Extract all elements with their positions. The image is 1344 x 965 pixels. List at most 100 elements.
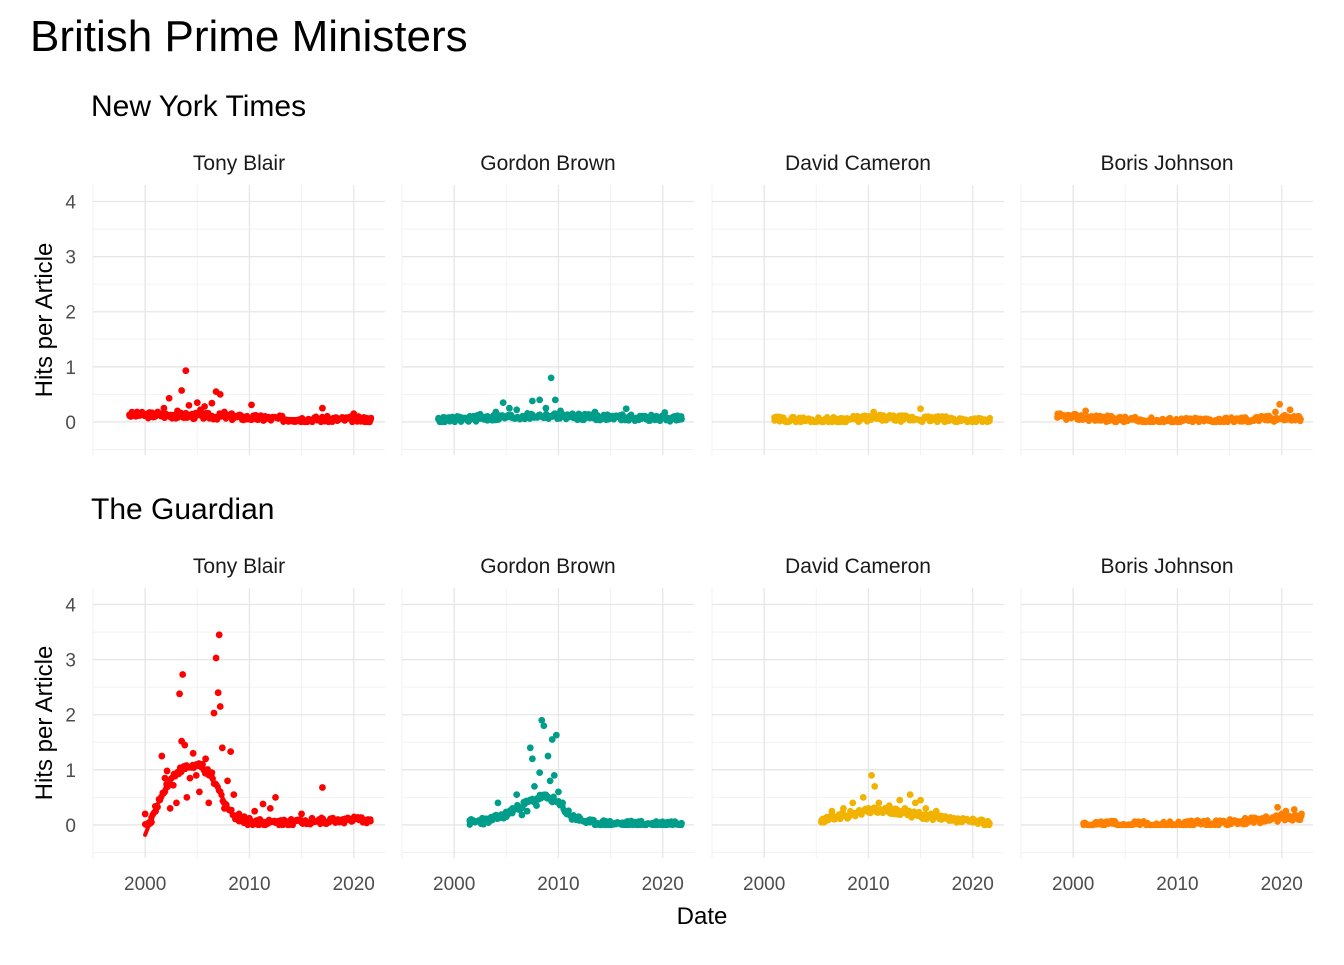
row-title: The Guardian xyxy=(91,493,274,526)
chart-title: British Prime Ministers xyxy=(30,12,468,61)
facet-panel: Boris Johnson 2000 2010 2020 xyxy=(1020,555,1313,895)
data-point xyxy=(214,689,222,697)
data-point xyxy=(230,791,238,799)
facet-panel: Tony Blair 0 1 2 3 4 xyxy=(65,152,385,455)
data-point xyxy=(183,793,191,801)
data-point xyxy=(195,788,203,796)
facet-label: Boris Johnson xyxy=(1100,152,1233,175)
data-point xyxy=(248,401,255,409)
y-tick-label: 4 xyxy=(65,596,76,617)
data-point xyxy=(259,800,267,808)
data-point xyxy=(161,774,169,782)
data-point xyxy=(158,752,166,760)
data-point xyxy=(221,408,228,416)
data-point xyxy=(476,410,484,418)
data-point xyxy=(875,799,883,807)
data-point xyxy=(216,703,224,710)
data-point xyxy=(870,408,878,416)
data-point xyxy=(547,374,555,382)
data-point xyxy=(182,367,190,375)
data-point xyxy=(163,767,171,775)
data-point xyxy=(492,408,500,416)
y-tick-label: 2 xyxy=(65,706,76,727)
facet-label: Gordon Brown xyxy=(480,555,615,578)
data-point xyxy=(215,631,223,639)
x-tick-label: 2000 xyxy=(433,874,475,895)
data-point xyxy=(548,736,556,743)
data-point xyxy=(181,741,189,749)
data-point xyxy=(176,690,183,698)
data-point xyxy=(227,748,235,756)
x-tick-label: 2020 xyxy=(333,874,375,895)
data-point xyxy=(506,404,513,412)
data-point xyxy=(911,799,919,807)
data-point xyxy=(661,409,669,416)
trend-line xyxy=(1081,815,1304,827)
x-tick-label: 2000 xyxy=(1052,874,1094,895)
data-point xyxy=(298,810,305,818)
data-point xyxy=(1082,407,1090,415)
data-point xyxy=(185,402,193,409)
data-point xyxy=(528,755,536,763)
data-point xyxy=(859,793,867,801)
y-tick-label: 0 xyxy=(65,816,76,837)
facet-panel: David Cameron xyxy=(711,152,1004,455)
data-point xyxy=(205,799,213,807)
x-tick-label: 2020 xyxy=(642,874,684,895)
facet-label: Boris Johnson xyxy=(1100,555,1233,578)
data-point xyxy=(179,671,187,678)
trend-line xyxy=(127,412,374,422)
trend-line xyxy=(819,808,992,825)
data-point xyxy=(885,802,893,810)
data-point xyxy=(212,654,220,662)
data-point xyxy=(319,784,326,791)
data-point xyxy=(917,405,924,413)
facet-label: David Cameron xyxy=(785,152,931,175)
trend-line xyxy=(436,413,684,423)
x-tick-label: 2010 xyxy=(1156,874,1198,895)
data-point xyxy=(1272,408,1279,416)
data-point xyxy=(178,387,186,394)
y-tick-label: 3 xyxy=(65,651,76,672)
data-point xyxy=(201,403,208,410)
data-point xyxy=(555,788,562,796)
data-point xyxy=(186,774,194,782)
data-point xyxy=(536,396,544,404)
facet-label: Tony Blair xyxy=(193,555,285,578)
data-point xyxy=(192,771,200,779)
data-point xyxy=(552,731,560,739)
data-point xyxy=(166,805,174,812)
data-point xyxy=(546,777,554,785)
data-point xyxy=(216,390,224,398)
facet-panel: Gordon Brown xyxy=(401,152,694,455)
data-point xyxy=(189,749,197,757)
facet-label: Tony Blair xyxy=(193,152,285,175)
data-point xyxy=(1286,406,1294,414)
x-tick-label: 2010 xyxy=(537,874,579,895)
facet-label: David Cameron xyxy=(785,555,931,578)
data-point xyxy=(513,791,521,799)
facet-panel: Tony Blair 0 1 2 3 4 2000 2010 2020 xyxy=(65,555,385,895)
y-tick-label: 0 xyxy=(65,413,76,434)
data-point xyxy=(1290,806,1298,813)
y-tick-label: 3 xyxy=(65,248,76,269)
data-point xyxy=(499,399,507,407)
facet-panel: Gordon Brown 2000 2010 2020 xyxy=(401,555,694,895)
data-point xyxy=(538,716,546,724)
data-point xyxy=(849,799,857,807)
y-tick-label: 2 xyxy=(65,303,76,324)
y-tick-label: 1 xyxy=(65,358,76,379)
data-point xyxy=(551,396,559,404)
facet-panel: Boris Johnson xyxy=(1020,152,1313,455)
data-point xyxy=(160,404,168,412)
x-tick-label: 2020 xyxy=(952,874,994,895)
x-tick-label: 2020 xyxy=(1261,874,1303,895)
data-point xyxy=(513,406,521,414)
x-axis-label: Date xyxy=(677,903,728,930)
data-point xyxy=(210,709,218,717)
data-point xyxy=(828,807,836,815)
data-point xyxy=(523,807,531,815)
data-point xyxy=(533,802,540,810)
data-point xyxy=(932,807,940,815)
